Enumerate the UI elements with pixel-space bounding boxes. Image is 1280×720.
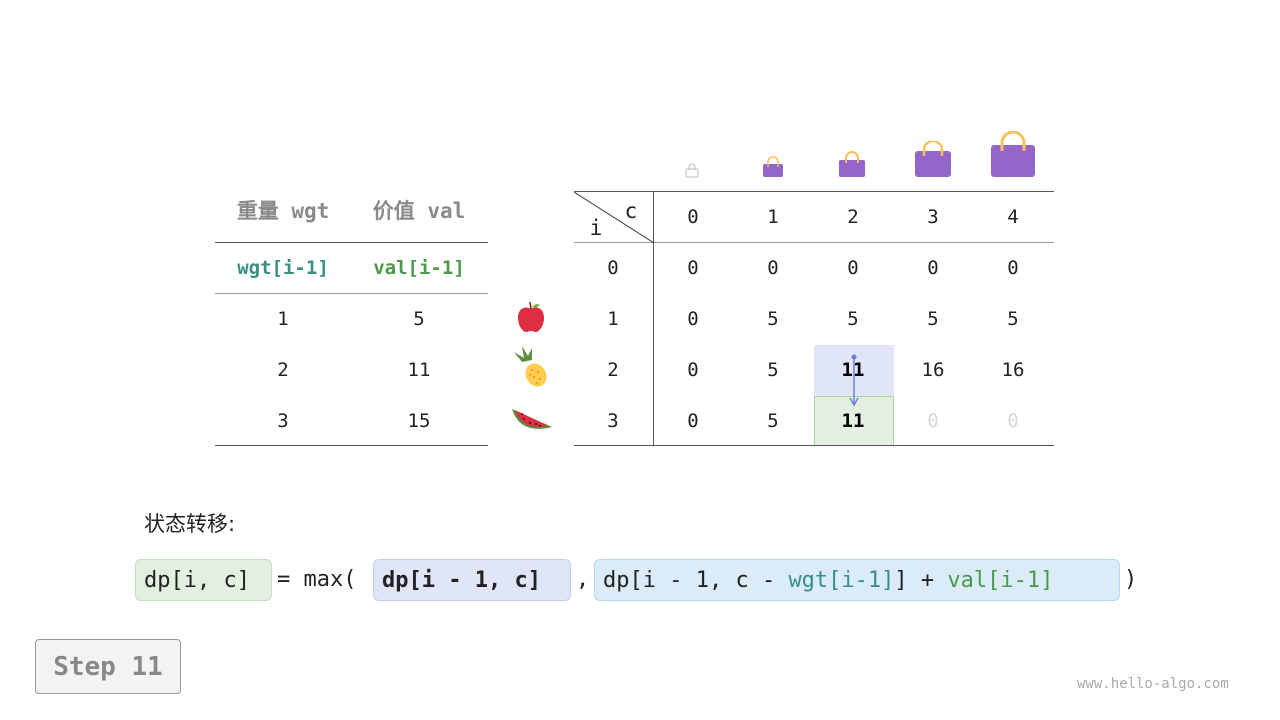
item-value: 11	[407, 359, 431, 381]
divider	[574, 242, 1054, 243]
formula-comma: ,	[576, 567, 590, 592]
row-header-2: 2	[607, 359, 619, 381]
arg2-prefix: dp[i - 1, c -	[603, 568, 789, 593]
dp-cell: 5	[767, 410, 779, 432]
row-header-3: 3	[607, 410, 619, 432]
corner-row-label: i	[589, 216, 603, 240]
item-value: 15	[407, 410, 431, 432]
dp-cell: 0	[687, 308, 699, 330]
dp-cell: 0	[687, 359, 699, 381]
dp-cell: 5	[767, 308, 779, 330]
apple-icon	[518, 301, 544, 332]
formula-lhs: dp[i, c]	[135, 559, 272, 601]
formula-label: 状态转移:	[144, 512, 236, 536]
item-weight: 1	[277, 308, 289, 330]
bag-icon-2	[839, 151, 865, 177]
item-value: 5	[413, 308, 425, 330]
item-weight: 2	[277, 359, 289, 381]
col-header-3: 3	[927, 206, 939, 228]
row-header-1: 1	[607, 308, 619, 330]
dp-cell: 5	[927, 308, 939, 330]
dp-cell: 0	[927, 257, 939, 279]
watermelon-icon	[512, 409, 552, 429]
dp-cell: 0	[1007, 410, 1019, 432]
bag-icon-4	[991, 131, 1035, 177]
dp-cell: 16	[1001, 359, 1025, 381]
row-header-0: 0	[607, 257, 619, 279]
divider	[653, 192, 654, 446]
dp-cell: 0	[927, 410, 939, 432]
divider	[574, 191, 1054, 192]
corner-col-label: c	[624, 199, 638, 223]
formula-arg1: dp[i - 1, c]	[373, 559, 571, 601]
col-header-2: 2	[847, 206, 859, 228]
bag-icon-3	[915, 141, 951, 177]
formula-close: )	[1124, 567, 1138, 592]
subheader-val: val[i-1]	[373, 257, 465, 279]
divider	[574, 445, 1054, 446]
arg2-mid: ] +	[894, 568, 948, 593]
dp-cell: 16	[921, 359, 945, 381]
dp-cell: 5	[1007, 308, 1019, 330]
dp-cell: 0	[687, 410, 699, 432]
arg2-wgt: wgt[i-1]	[788, 568, 895, 593]
bag-icon-1	[763, 156, 783, 177]
col-header-0: 0	[687, 206, 699, 228]
dp-cell: 0	[1007, 257, 1019, 279]
watermark: www.hello-algo.com	[1077, 676, 1229, 692]
col-header-4: 4	[1007, 206, 1019, 228]
bag-icon-0	[685, 163, 699, 178]
header-weight: 重量 wgt	[236, 199, 330, 223]
formula-eq: = max(	[277, 567, 357, 592]
dp-cell: 11	[841, 410, 865, 432]
divider	[215, 242, 488, 243]
dp-cell: 5	[767, 359, 779, 381]
dp-cell: 0	[687, 257, 699, 279]
dp-cell: 0	[767, 257, 779, 279]
corner-diagonal	[574, 192, 654, 243]
header-value: 价值 val	[372, 199, 466, 223]
divider	[215, 293, 488, 294]
step-button[interactable]: Step 11	[35, 639, 181, 694]
item-weight: 3	[277, 410, 289, 432]
subheader-wgt: wgt[i-1]	[237, 257, 329, 279]
pineapple-icon	[514, 346, 547, 387]
arg2-val: val[i-1]	[947, 568, 1054, 593]
formula-arg2: dp[i - 1, c - wgt[i-1]] + val[i-1]	[594, 559, 1120, 601]
divider	[215, 445, 488, 446]
dp-cell: 5	[847, 308, 859, 330]
dp-cell: 11	[841, 359, 865, 381]
col-header-1: 1	[767, 206, 779, 228]
dp-cell: 0	[847, 257, 859, 279]
arrow-down-icon	[849, 354, 859, 407]
